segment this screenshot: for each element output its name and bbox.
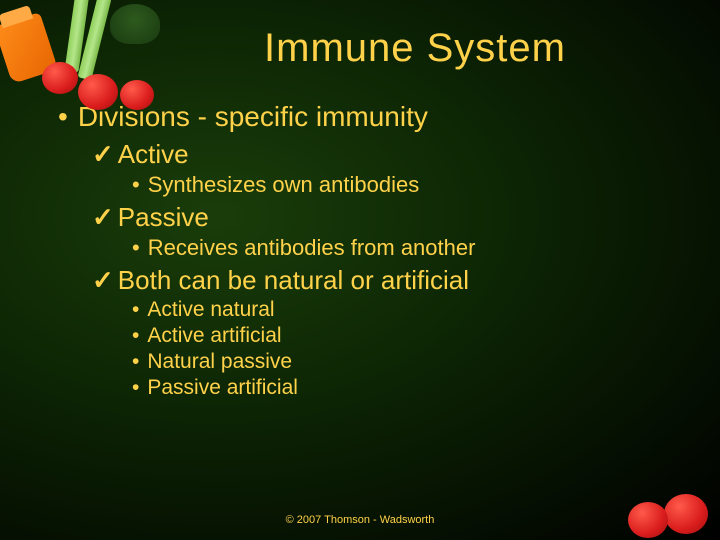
corner-decoration-top-left [0, 0, 180, 120]
bullet-text: Receives antibodies from another [148, 235, 476, 260]
bullet-text: Synthesizes own antibodies [148, 172, 420, 197]
tomato-icon [78, 74, 118, 110]
bullet-text: Passive artificial [147, 376, 298, 399]
bullet-text: Passive [118, 202, 209, 232]
broccoli-icon [110, 4, 160, 44]
bullet-level4: Active natural [58, 298, 680, 322]
copyright-footer: © 2007 Thomson - Wadsworth [0, 514, 720, 526]
bullet-level2: Active [58, 139, 680, 170]
bullet-text: Both can be natural or artificial [118, 265, 469, 295]
slide-content: Divisions - specific immunity Active Syn… [0, 71, 720, 400]
bullet-text: Active [118, 139, 189, 169]
bullet-level3: Receives antibodies from another [58, 235, 680, 261]
bullet-text: Natural passive [147, 350, 292, 373]
corner-decoration-bottom-right [600, 460, 720, 540]
bullet-text: Active natural [147, 298, 274, 321]
bullet-text: Active artificial [147, 324, 281, 347]
tomato-icon [120, 80, 154, 110]
bullet-level3: Synthesizes own antibodies [58, 172, 680, 198]
tomato-icon [42, 62, 78, 94]
bullet-level2: Passive [58, 202, 680, 233]
bullet-level4: Natural passive [58, 350, 680, 374]
bullet-level4: Passive artificial [58, 376, 680, 400]
bullet-level2: Both can be natural or artificial [58, 265, 680, 296]
bullet-level4: Active artificial [58, 324, 680, 348]
